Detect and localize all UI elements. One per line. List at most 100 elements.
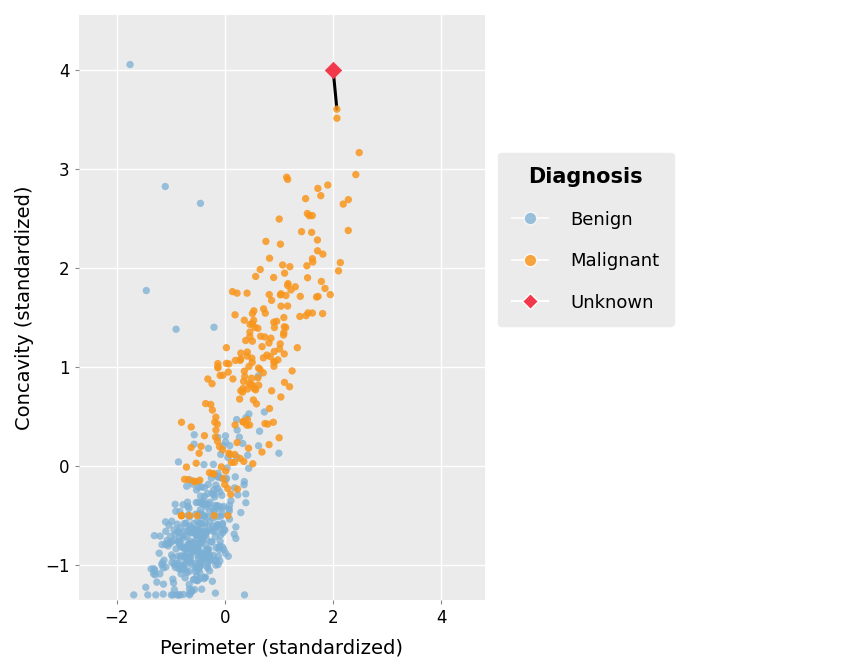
Point [242, 361, 256, 372]
Point [201, 443, 215, 454]
Point [182, 538, 196, 548]
Point [175, 510, 188, 521]
Point [191, 550, 205, 561]
Point [178, 474, 192, 485]
Point [148, 565, 162, 576]
Point [204, 399, 218, 410]
Point [216, 528, 230, 538]
Point [127, 589, 141, 600]
Point [206, 526, 219, 536]
Point [194, 517, 208, 528]
Point [167, 524, 181, 535]
Point [190, 531, 204, 542]
Point [186, 523, 200, 534]
Point [157, 555, 171, 566]
Point [231, 425, 245, 435]
Point [232, 432, 246, 443]
Point [330, 113, 344, 124]
Point [240, 351, 254, 362]
Point [202, 467, 216, 478]
Point [197, 496, 211, 507]
Point [194, 504, 207, 515]
Point [204, 536, 218, 547]
Point [229, 521, 243, 532]
Point [240, 347, 254, 358]
Point [226, 374, 240, 384]
Point [169, 324, 183, 335]
Point [176, 532, 190, 543]
Point [188, 509, 202, 519]
Point [314, 190, 327, 201]
Point [236, 438, 250, 449]
Point [187, 528, 200, 538]
Point [231, 489, 245, 500]
Point [192, 482, 206, 493]
Point [276, 327, 290, 338]
Point [236, 417, 250, 427]
Point [172, 589, 186, 600]
Point [165, 557, 179, 568]
Point [272, 432, 286, 443]
Point [332, 265, 346, 276]
Point [187, 538, 201, 548]
Point [212, 542, 226, 553]
Point [262, 337, 276, 348]
Point [215, 490, 229, 501]
Point [206, 485, 220, 495]
Point [213, 449, 227, 460]
Point [192, 558, 206, 569]
Point [181, 542, 194, 553]
Point [238, 476, 251, 487]
Point [236, 383, 250, 394]
Point [172, 536, 186, 547]
Point [281, 300, 295, 311]
Point [197, 531, 211, 542]
Point [198, 521, 212, 532]
Point [173, 539, 187, 550]
Point [191, 530, 205, 541]
Point [272, 448, 286, 458]
Point [183, 521, 197, 532]
Point [175, 542, 188, 552]
Point [268, 322, 282, 333]
Point [192, 564, 206, 575]
Point [260, 349, 274, 360]
Point [193, 509, 206, 520]
Point [264, 333, 278, 343]
Point [234, 385, 248, 396]
Point [206, 405, 219, 415]
Point [159, 517, 173, 528]
Point [194, 482, 208, 493]
Point [197, 459, 211, 470]
Point [194, 526, 207, 536]
Point [174, 552, 187, 563]
Point [247, 383, 261, 394]
Point [187, 429, 201, 440]
Point [264, 386, 278, 396]
Point [315, 308, 329, 319]
Point [167, 578, 181, 589]
Point [150, 577, 164, 587]
Point [189, 485, 203, 495]
Point [164, 589, 178, 600]
Point [263, 403, 276, 414]
Point [228, 482, 242, 493]
Point [208, 588, 222, 599]
Point [188, 525, 202, 536]
Point [174, 537, 187, 548]
Point [209, 560, 223, 571]
Point [234, 507, 248, 518]
Point [172, 456, 186, 467]
Point [203, 551, 217, 562]
Point [174, 523, 187, 534]
Point [199, 572, 213, 583]
Point [274, 239, 288, 249]
Point [213, 556, 226, 566]
Point [147, 569, 161, 579]
Point [206, 468, 219, 479]
Point [323, 289, 337, 300]
Point [175, 417, 188, 427]
Point [211, 519, 225, 530]
Point [207, 526, 221, 537]
Point [206, 459, 220, 470]
